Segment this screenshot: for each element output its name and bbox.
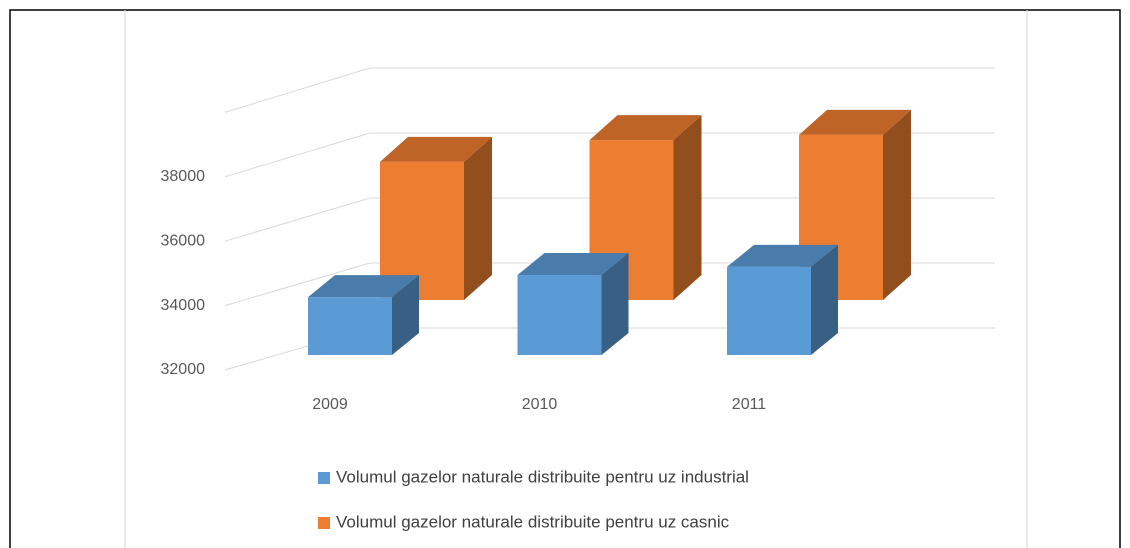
bar-side <box>883 109 911 301</box>
grid-line <box>224 132 995 178</box>
legend-label: Volumul gazelor naturale distribuite pen… <box>336 512 730 531</box>
x-tick-label: 2010 <box>522 396 558 413</box>
legend-label: Volumul gazelor naturale distribuite pen… <box>336 467 749 486</box>
y-tick-label: 34000 <box>161 297 206 314</box>
y-tick-label: 38000 <box>161 168 206 185</box>
x-tick-label: 2009 <box>312 396 348 413</box>
bar-side <box>464 136 492 300</box>
legend-swatch <box>318 517 330 529</box>
y-tick-label: 36000 <box>161 232 206 249</box>
bar-front <box>727 266 811 355</box>
bar-top <box>799 109 911 135</box>
frame <box>9 9 1121 548</box>
bar-side <box>392 275 419 355</box>
bar-top <box>380 136 492 162</box>
bar-side <box>601 253 629 355</box>
grid-line <box>224 197 995 242</box>
bar-side <box>673 115 702 300</box>
bar <box>799 109 911 301</box>
bar-top <box>517 253 629 276</box>
bar <box>727 244 838 355</box>
bar-top <box>727 244 838 267</box>
bar-side <box>811 244 838 355</box>
y-tick-label: 32000 <box>161 361 206 378</box>
legend-swatch <box>318 472 330 484</box>
bar-top <box>308 275 419 298</box>
grid-line <box>224 67 995 113</box>
bar-front <box>517 275 602 355</box>
bar <box>517 253 629 355</box>
bar-top <box>589 115 702 141</box>
x-tick-label: 2011 <box>732 396 767 413</box>
bar-front <box>308 297 392 355</box>
bar <box>308 275 419 355</box>
